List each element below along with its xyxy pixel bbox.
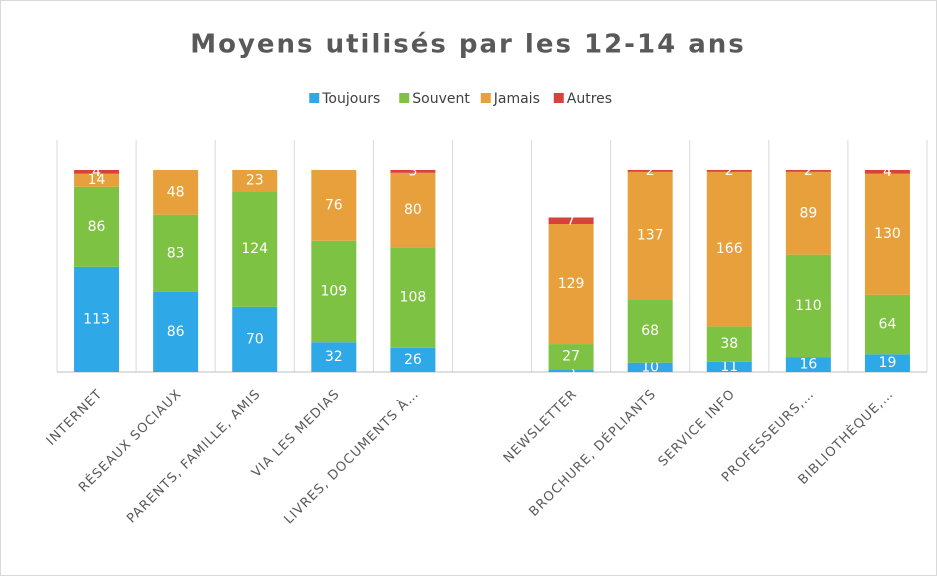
bar-segment: [74, 266, 120, 372]
bar-segment: [232, 170, 278, 192]
data-label: 19: [879, 355, 897, 371]
legend-swatch: [399, 93, 410, 103]
chart-title: Moyens utilisés par les 12-14 ans: [190, 30, 746, 60]
data-label: 14: [88, 172, 106, 188]
data-label: 2: [646, 163, 655, 179]
bar-segment: [153, 214, 199, 292]
data-label: 89: [799, 205, 817, 221]
data-label: 129: [558, 276, 585, 292]
legend-label: Autres: [567, 91, 612, 107]
bar-segment: [311, 240, 357, 343]
data-label: 76: [325, 197, 343, 213]
bar-segment: [706, 326, 752, 362]
data-label: 10: [641, 359, 659, 375]
data-label: 38: [720, 336, 738, 352]
data-label: 124: [241, 241, 268, 257]
bar-segment: [864, 294, 910, 355]
legend-label: Toujours: [321, 91, 380, 107]
bar-segment: [864, 170, 910, 174]
data-label: 23: [246, 173, 264, 189]
data-label: 83: [167, 245, 185, 261]
bar-segment: [153, 170, 199, 215]
data-label: 110: [795, 298, 822, 314]
bar-segment: [548, 217, 594, 224]
bar-segment: [706, 170, 752, 172]
legend-swatch: [480, 93, 491, 103]
data-label: 68: [641, 323, 659, 339]
data-label: 26: [404, 352, 422, 368]
data-label: 130: [874, 226, 901, 242]
bar-segment: [785, 171, 831, 255]
data-label: 137: [637, 228, 664, 244]
bar-segment: [390, 170, 436, 173]
data-label: 27: [562, 349, 580, 365]
legend-swatch: [309, 93, 320, 103]
legend-swatch: [553, 93, 564, 103]
data-label: 16: [799, 357, 817, 373]
data-label: 108: [400, 290, 427, 306]
bar-segment: [785, 357, 831, 372]
data-label: 64: [879, 317, 897, 333]
bar-segment: [390, 172, 436, 248]
bar-segment: [785, 254, 831, 358]
bar-segment: [311, 170, 357, 241]
bar-segment: [706, 171, 752, 327]
data-label: 113: [83, 311, 110, 327]
data-label: 109: [320, 283, 347, 299]
data-label: 7: [567, 213, 576, 229]
bar-segment: [74, 170, 120, 174]
bar-segment: [785, 170, 831, 172]
bar-segment: [74, 173, 120, 187]
bar-segment: [232, 191, 278, 307]
data-label: 86: [167, 324, 185, 340]
data-label: 3: [567, 363, 576, 379]
bar-segment: [153, 291, 199, 372]
data-label: 80: [404, 202, 422, 218]
data-label: 2: [725, 163, 734, 179]
data-label: 4: [883, 164, 892, 180]
bar-segment: [74, 186, 120, 267]
bar-segment: [548, 344, 594, 370]
bar-segment: [864, 354, 910, 372]
data-label: 11: [720, 359, 738, 375]
bar-segment: [864, 173, 910, 295]
data-label: 48: [167, 184, 185, 200]
data-label: 166: [716, 241, 743, 257]
bar-segment: [627, 171, 673, 300]
legend-label: Jamais: [493, 91, 540, 107]
bar-segment: [390, 247, 436, 348]
bar-segment: [548, 223, 594, 345]
bar-segment: [390, 347, 436, 372]
data-label: 3: [408, 163, 417, 179]
data-label: 70: [246, 331, 264, 347]
data-label: 86: [88, 219, 106, 235]
bar-segment: [627, 362, 673, 372]
bar-segment: [627, 170, 673, 172]
bar-segment: [548, 369, 594, 372]
legend-label: Souvent: [412, 91, 470, 107]
bar-segment: [706, 361, 752, 372]
data-label: 2: [804, 163, 813, 179]
bar-segment: [627, 299, 673, 363]
data-label: 32: [325, 349, 343, 365]
bar-segment: [311, 342, 357, 372]
data-label: 4: [92, 164, 101, 180]
bar-segment: [232, 306, 278, 372]
